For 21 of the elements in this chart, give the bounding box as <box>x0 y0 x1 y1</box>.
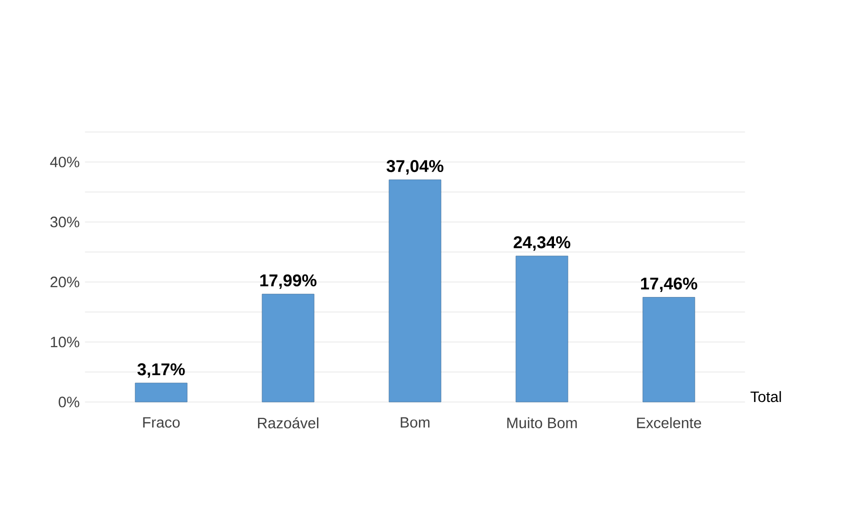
data-label: 24,34% <box>514 236 570 251</box>
y-tick-label: 0% <box>58 396 80 408</box>
y-tick-label: 20% <box>50 276 80 288</box>
x-tick-label: Excelente <box>637 417 702 428</box>
text: Total <box>750 391 781 402</box>
bar <box>516 256 568 402</box>
data-label: 17,99% <box>260 274 316 289</box>
bar <box>262 294 314 402</box>
bar <box>388 180 442 402</box>
data-label: 17,46% <box>641 278 698 292</box>
y-tick-label: 30% <box>50 216 80 228</box>
y-tick-label: 10% <box>50 336 80 348</box>
data-label: 37,04% <box>386 160 444 175</box>
x-tick-label: Razoável <box>258 417 318 428</box>
bar <box>642 297 696 402</box>
bar <box>134 382 188 402</box>
data-label: 3,17% <box>137 363 185 378</box>
x-tick-label: Fraco <box>143 417 180 428</box>
x-tick-label: Bom <box>400 417 430 428</box>
x-tick-label: Muito Bom <box>507 417 577 428</box>
y-tick-label: 40% <box>50 156 80 168</box>
